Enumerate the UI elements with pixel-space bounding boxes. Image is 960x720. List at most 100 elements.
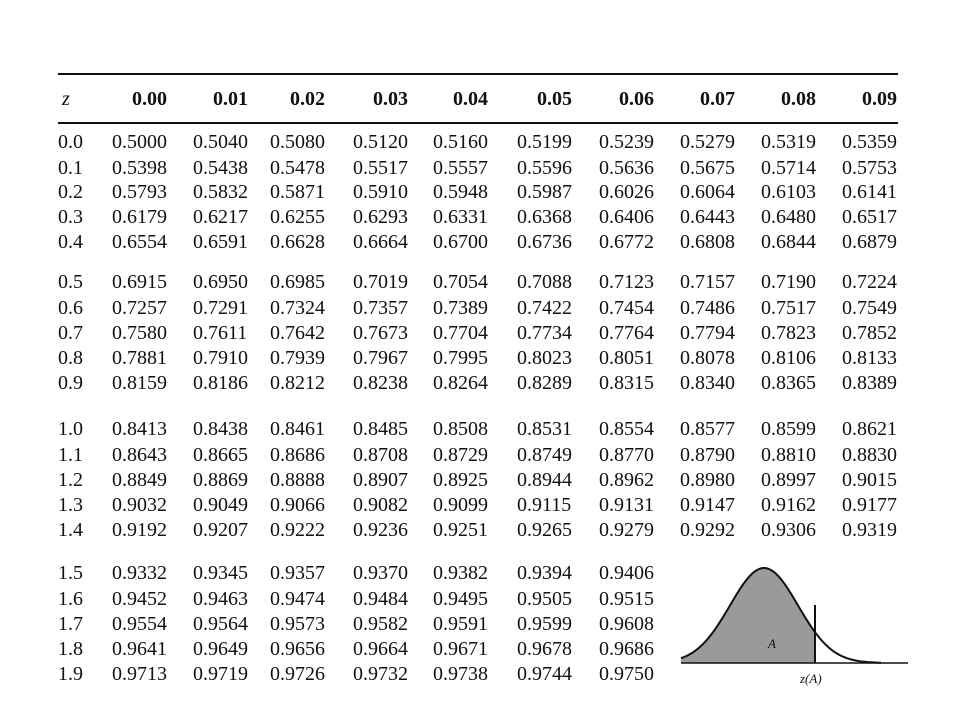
probability-cell: 0.8810 [761, 444, 816, 466]
probability-cell: 0.8849 [112, 469, 167, 491]
probability-cell: 0.7088 [517, 271, 572, 293]
probability-cell: 0.9495 [433, 588, 488, 610]
z-value: 1.0 [58, 418, 83, 440]
probability-cell: 0.6517 [842, 206, 897, 228]
probability-cell: 0.7794 [680, 322, 735, 344]
column-header: 0.02 [290, 88, 325, 110]
probability-cell: 0.7454 [599, 297, 654, 319]
probability-cell: 0.7019 [353, 271, 408, 293]
probability-cell: 0.6591 [193, 231, 248, 253]
probability-cell: 0.9251 [433, 519, 488, 541]
probability-cell: 0.5199 [517, 131, 572, 153]
probability-cell: 0.7224 [842, 271, 897, 293]
column-header: 0.09 [862, 88, 897, 110]
probability-cell: 0.8051 [599, 347, 654, 369]
probability-cell: 0.9222 [270, 519, 325, 541]
probability-cell: 0.8133 [842, 347, 897, 369]
probability-cell: 0.9382 [433, 562, 488, 584]
probability-cell: 0.9573 [270, 613, 325, 635]
probability-cell: 0.7823 [761, 322, 816, 344]
probability-cell: 0.7123 [599, 271, 654, 293]
column-header: 0.03 [373, 88, 408, 110]
probability-cell: 0.5910 [353, 181, 408, 203]
probability-cell: 0.6331 [433, 206, 488, 228]
probability-cell: 0.7642 [270, 322, 325, 344]
probability-cell: 0.9726 [270, 663, 325, 685]
column-header: 0.00 [132, 88, 167, 110]
probability-cell: 0.7549 [842, 297, 897, 319]
probability-cell: 0.9608 [599, 613, 654, 635]
probability-cell: 0.9719 [193, 663, 248, 685]
probability-cell: 0.7291 [193, 297, 248, 319]
probability-cell: 0.9192 [112, 519, 167, 541]
probability-cell: 0.6628 [270, 231, 325, 253]
probability-cell: 0.7422 [517, 297, 572, 319]
probability-cell: 0.7910 [193, 347, 248, 369]
probability-cell: 0.9649 [193, 638, 248, 660]
probability-cell: 0.6950 [193, 271, 248, 293]
probability-cell: 0.6664 [353, 231, 408, 253]
top-rule [58, 73, 898, 75]
probability-cell: 0.8729 [433, 444, 488, 466]
column-header: 0.07 [700, 88, 735, 110]
probability-cell: 0.9357 [270, 562, 325, 584]
z-value: 0.2 [58, 181, 83, 203]
probability-cell: 0.9554 [112, 613, 167, 635]
probability-cell: 0.9306 [761, 519, 816, 541]
probability-cell: 0.7517 [761, 297, 816, 319]
probability-cell: 0.8438 [193, 418, 248, 440]
probability-cell: 0.6064 [680, 181, 735, 203]
probability-cell: 0.8554 [599, 418, 654, 440]
probability-cell: 0.6103 [761, 181, 816, 203]
probability-cell: 0.5948 [433, 181, 488, 203]
probability-cell: 0.5000 [112, 131, 167, 153]
probability-cell: 0.9732 [353, 663, 408, 685]
probability-cell: 0.6141 [842, 181, 897, 203]
probability-cell: 0.7257 [112, 297, 167, 319]
probability-cell: 0.7389 [433, 297, 488, 319]
bell-curve [680, 567, 881, 664]
probability-cell: 0.8508 [433, 418, 488, 440]
probability-cell: 0.9115 [517, 494, 572, 516]
probability-cell: 0.9082 [353, 494, 408, 516]
probability-cell: 0.9738 [433, 663, 488, 685]
probability-cell: 0.9319 [842, 519, 897, 541]
probability-cell: 0.8365 [761, 372, 816, 394]
probability-cell: 0.6554 [112, 231, 167, 253]
probability-cell: 0.9394 [517, 562, 572, 584]
z-value: 0.4 [58, 231, 83, 253]
probability-cell: 0.8770 [599, 444, 654, 466]
probability-cell: 0.8925 [433, 469, 488, 491]
probability-cell: 0.7939 [270, 347, 325, 369]
column-header: 0.06 [619, 88, 654, 110]
probability-cell: 0.5478 [270, 157, 325, 179]
probability-cell: 0.5239 [599, 131, 654, 153]
probability-cell: 0.9484 [353, 588, 408, 610]
probability-cell: 0.7734 [517, 322, 572, 344]
shaded-area [681, 568, 815, 663]
probability-cell: 0.8888 [270, 469, 325, 491]
z-value: 0.6 [58, 297, 83, 319]
probability-cell: 0.8212 [270, 372, 325, 394]
probability-cell: 0.8289 [517, 372, 572, 394]
probability-cell: 0.8315 [599, 372, 654, 394]
probability-cell: 0.6217 [193, 206, 248, 228]
column-header: 0.01 [213, 88, 248, 110]
z-value: 1.3 [58, 494, 83, 516]
probability-cell: 0.5832 [193, 181, 248, 203]
column-header: 0.08 [781, 88, 816, 110]
probability-cell: 0.8643 [112, 444, 167, 466]
probability-cell: 0.8389 [842, 372, 897, 394]
probability-cell: 0.6443 [680, 206, 735, 228]
probability-cell: 0.7611 [193, 322, 248, 344]
probability-cell: 0.6406 [599, 206, 654, 228]
probability-cell: 0.8238 [353, 372, 408, 394]
probability-cell: 0.7486 [680, 297, 735, 319]
probability-cell: 0.8159 [112, 372, 167, 394]
probability-cell: 0.8531 [517, 418, 572, 440]
probability-cell: 0.9678 [517, 638, 572, 660]
probability-cell: 0.9671 [433, 638, 488, 660]
probability-cell: 0.7054 [433, 271, 488, 293]
probability-cell: 0.8078 [680, 347, 735, 369]
probability-cell: 0.6985 [270, 271, 325, 293]
